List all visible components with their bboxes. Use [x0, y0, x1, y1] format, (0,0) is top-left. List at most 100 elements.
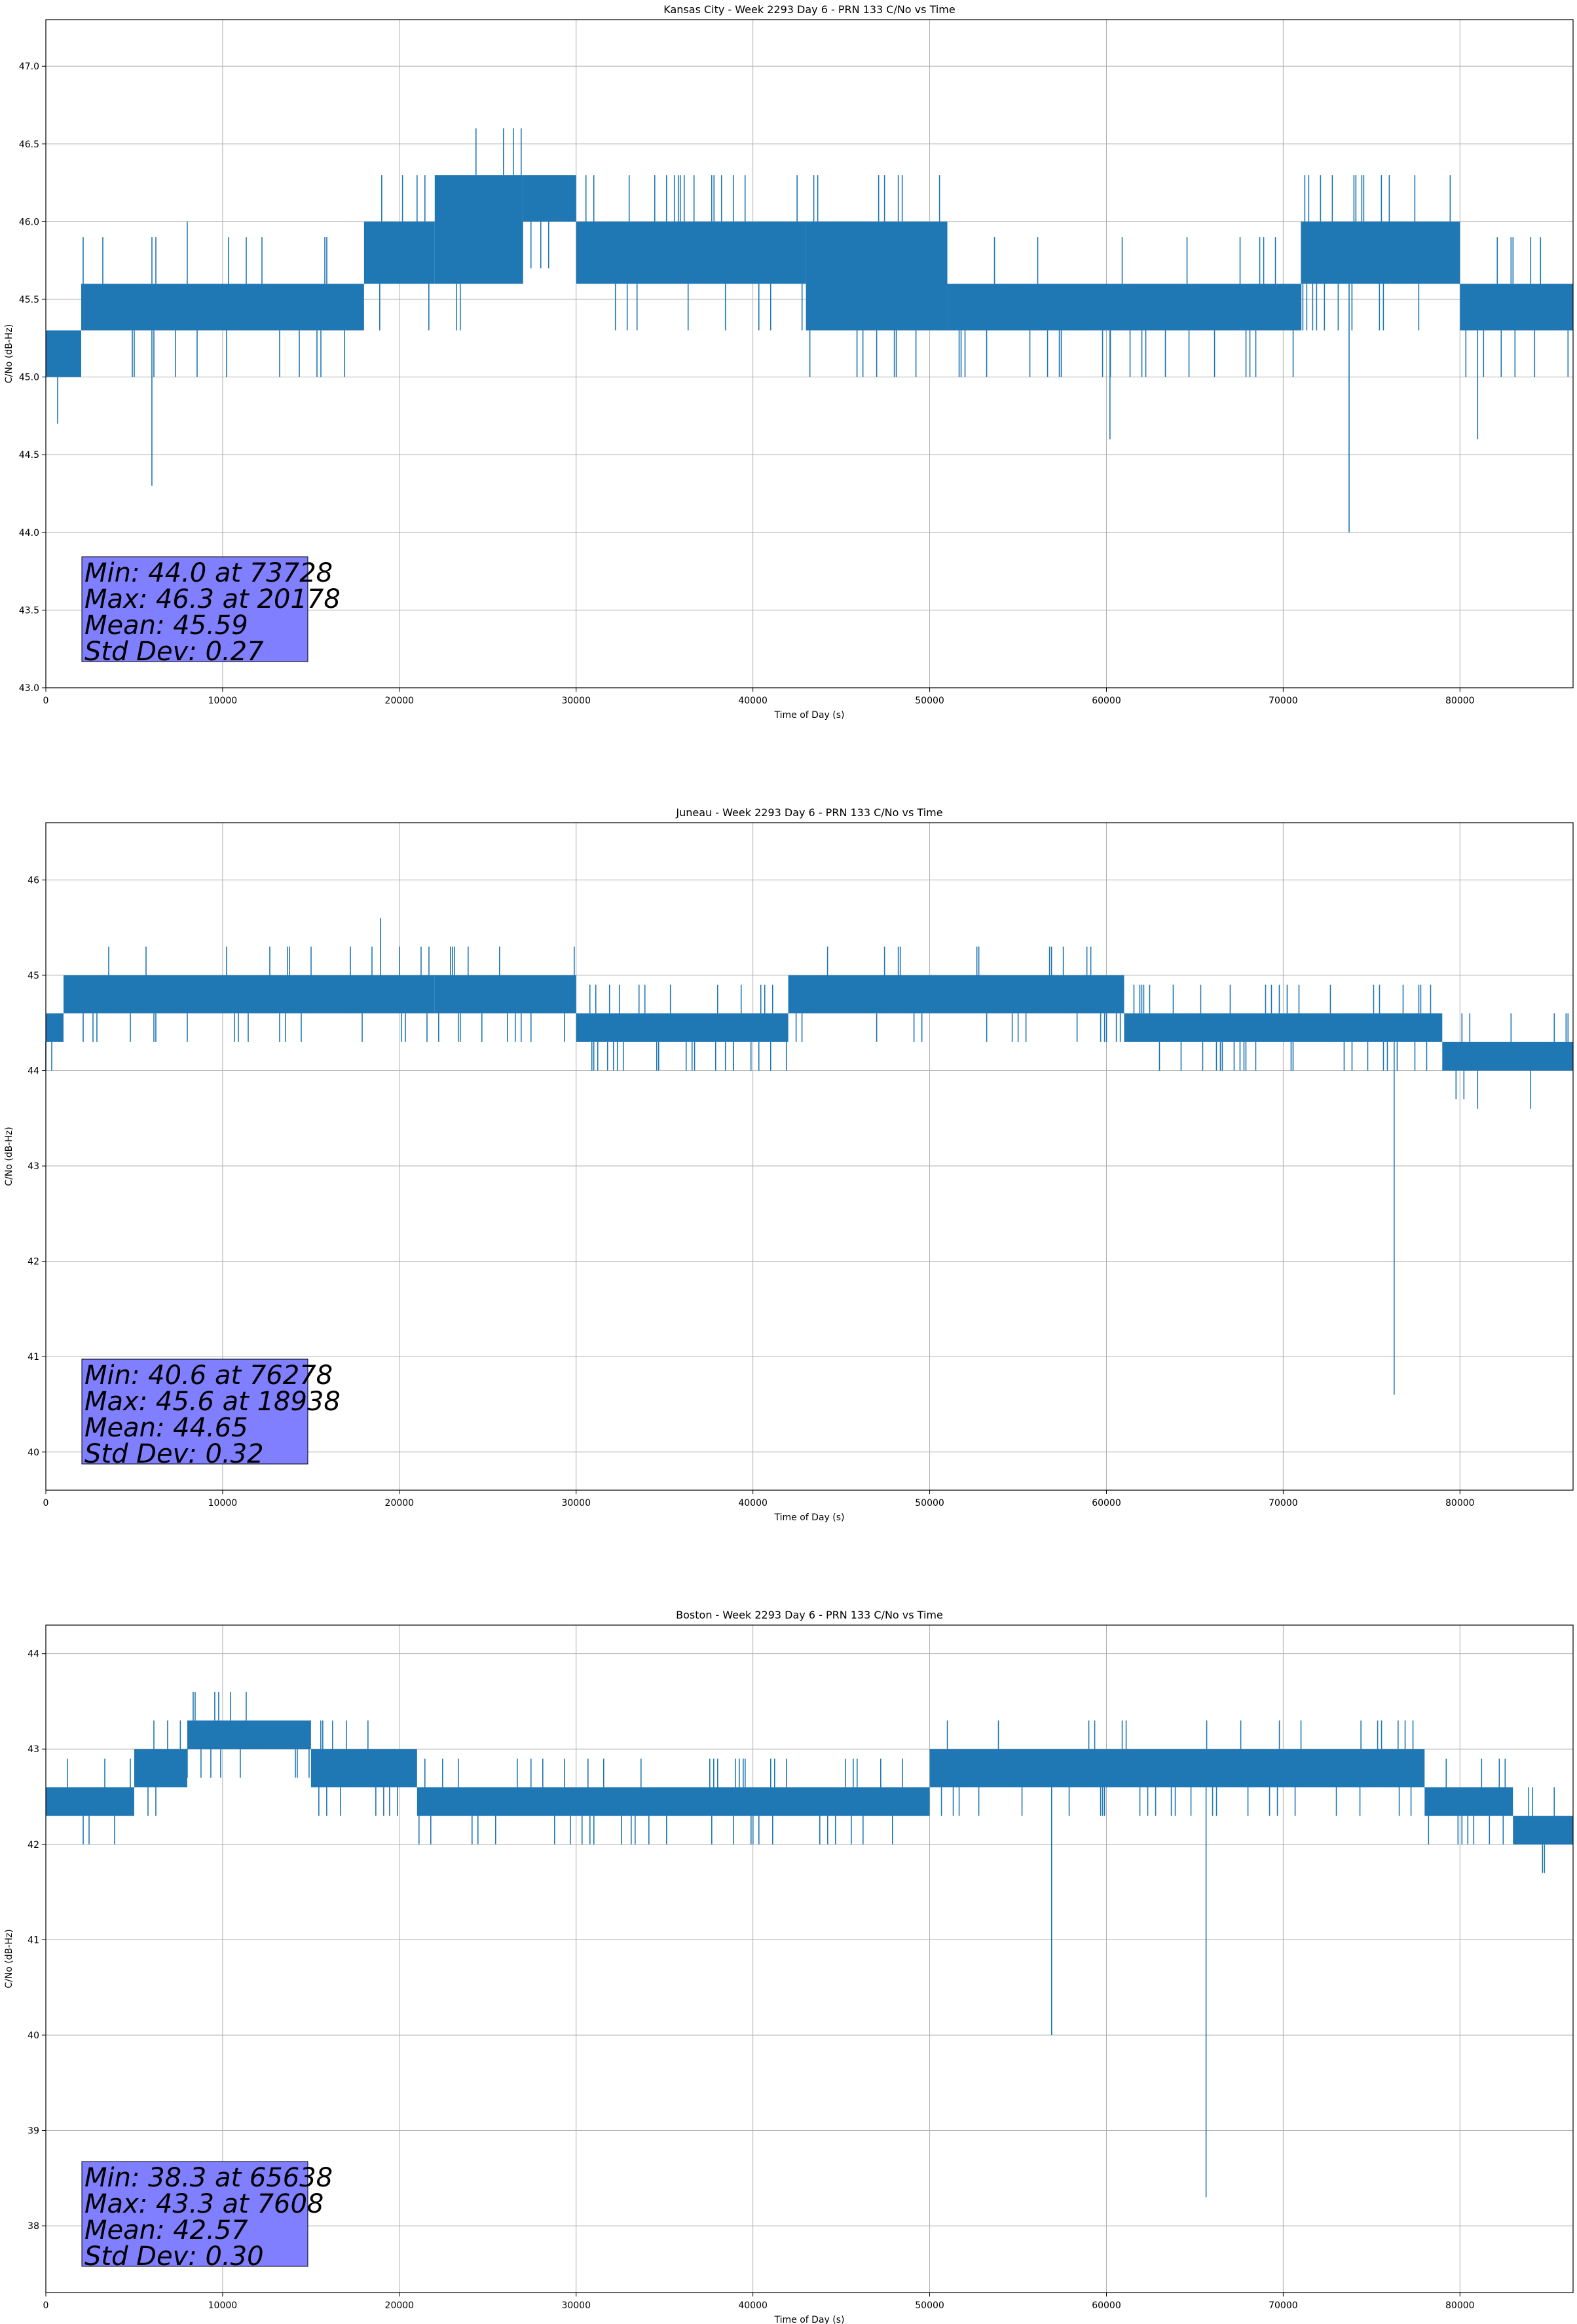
- x-tick-label: 0: [43, 1498, 49, 1509]
- y-tick-label: 45: [28, 971, 39, 981]
- stats-box: [81, 556, 308, 662]
- x-tick-label: 30000: [561, 1498, 591, 1509]
- series-band: [46, 330, 81, 377]
- series-band: [1124, 1013, 1443, 1042]
- y-tick-label: 46: [28, 875, 39, 886]
- y-tick-label: 41: [28, 1352, 39, 1362]
- stats-line: Max: 43.3 at 7608: [84, 2189, 324, 2219]
- x-tick-label: 50000: [915, 1498, 944, 1509]
- stats-line: Mean: 45.59: [84, 610, 248, 641]
- series-band: [1424, 1787, 1513, 1816]
- stats-line: Std Dev: 0.32: [84, 1439, 264, 1469]
- x-tick-label: 60000: [1092, 2300, 1121, 2311]
- chart-title: Boston - Week 2293 Day 6 - PRN 133 C/No …: [676, 1609, 943, 1621]
- x-tick-label: 20000: [385, 696, 415, 706]
- plot-frame: [45, 1624, 1574, 2293]
- x-tick-label: 60000: [1092, 696, 1121, 706]
- series-band: [947, 284, 1301, 331]
- x-tick-label: 20000: [385, 1498, 415, 1509]
- series-band: [46, 1787, 134, 1816]
- x-tick-label: 40000: [738, 696, 768, 706]
- x-tick-label: 80000: [1445, 2300, 1475, 2311]
- chart-panel-1: Juneau - Week 2293 Day 6 - PRN 133 C/No …: [4, 806, 1574, 1523]
- y-tick-label: 43.5: [19, 605, 39, 616]
- plot-frame: [45, 19, 1574, 688]
- y-axis-label: C/No (dB-Hz): [4, 1929, 14, 1988]
- y-tick-label: 42: [28, 1840, 39, 1850]
- y-axis-label: C/No (dB-Hz): [4, 1127, 14, 1186]
- y-axis-label: C/No (dB-Hz): [4, 324, 14, 383]
- y-tick-label: 42: [28, 1257, 39, 1267]
- series-band: [134, 1749, 187, 1788]
- stats-line: Min: 44.0 at 73728: [84, 558, 333, 588]
- y-tick-label: 43: [28, 1161, 39, 1172]
- series-band: [1513, 1816, 1573, 1845]
- series-band: [1301, 221, 1460, 284]
- stats-box: [81, 1359, 308, 1465]
- y-tick-label: 43: [28, 1744, 39, 1755]
- x-tick-label: 40000: [738, 2300, 768, 2311]
- x-tick-label: 80000: [1445, 1498, 1475, 1509]
- series-band: [788, 975, 1124, 1014]
- y-tick-label: 44.5: [19, 450, 39, 460]
- stats-line: Min: 38.3 at 65638: [84, 2163, 333, 2193]
- y-tick-label: 46.0: [19, 217, 39, 227]
- x-tick-label: 70000: [1269, 1498, 1298, 1509]
- series-trace: [45, 918, 1573, 1395]
- series-band: [576, 221, 806, 284]
- y-tick-label: 44.0: [19, 528, 39, 538]
- series-band: [310, 1749, 417, 1788]
- x-tick-label: 10000: [208, 1498, 238, 1509]
- stats-line: Min: 40.6 at 76278: [84, 1360, 333, 1391]
- y-tick-label: 39: [28, 2126, 39, 2137]
- x-tick-label: 30000: [561, 2300, 591, 2311]
- series-band: [434, 175, 523, 284]
- x-tick-label: 20000: [385, 2300, 415, 2311]
- series-band: [1460, 284, 1573, 331]
- y-tick-label: 43.0: [19, 683, 39, 694]
- chart-title: Juneau - Week 2293 Day 6 - PRN 133 C/No …: [675, 806, 942, 819]
- x-tick-label: 50000: [915, 696, 944, 706]
- series-band: [81, 284, 364, 331]
- y-tick-label: 40: [28, 2031, 39, 2041]
- stats-box: [81, 2161, 308, 2267]
- stats-line: Mean: 44.65: [84, 1413, 248, 1443]
- chart-title: Kansas City - Week 2293 Day 6 - PRN 133 …: [663, 3, 955, 16]
- y-tick-label: 45.5: [19, 295, 39, 305]
- y-tick-label: 41: [28, 1935, 39, 1945]
- series-band: [63, 975, 435, 1014]
- x-tick-label: 0: [43, 696, 49, 706]
- x-tick-label: 0: [43, 2300, 49, 2311]
- x-axis-label: Time of Day (s): [774, 2315, 845, 2324]
- y-tick-label: 47.0: [19, 62, 39, 72]
- stats-line: Max: 46.3 at 20178: [84, 584, 341, 614]
- chart-panel-0: Kansas City - Week 2293 Day 6 - PRN 133 …: [4, 3, 1574, 721]
- stats-line: Mean: 42.57: [84, 2215, 248, 2245]
- y-tick-label: 45.0: [19, 373, 39, 383]
- series-band: [523, 175, 576, 222]
- series-band: [46, 1013, 64, 1042]
- x-tick-label: 40000: [738, 1498, 768, 1509]
- x-tick-label: 10000: [208, 2300, 238, 2311]
- y-tick-label: 44: [28, 1066, 39, 1076]
- y-tick-label: 44: [28, 1649, 39, 1660]
- series-band: [806, 221, 948, 331]
- plot-frame: [45, 822, 1574, 1491]
- x-tick-label: 70000: [1269, 696, 1298, 706]
- series-band: [417, 1787, 930, 1816]
- stats-line: Max: 45.6 at 18938: [84, 1387, 341, 1417]
- y-tick-label: 38: [28, 2221, 39, 2232]
- chart-panel-2: Boston - Week 2293 Day 6 - PRN 133 C/No …: [4, 1609, 1574, 2324]
- x-axis-label: Time of Day (s): [774, 1512, 845, 1523]
- series-band: [187, 1720, 311, 1750]
- x-tick-label: 70000: [1269, 2300, 1298, 2311]
- series-band: [363, 221, 435, 284]
- x-tick-label: 50000: [915, 2300, 944, 2311]
- y-tick-label: 40: [28, 1448, 39, 1458]
- y-tick-label: 46.5: [19, 140, 39, 150]
- series-band: [1442, 1041, 1573, 1071]
- x-tick-label: 80000: [1445, 696, 1475, 706]
- stats-line: Std Dev: 0.30: [84, 2241, 264, 2272]
